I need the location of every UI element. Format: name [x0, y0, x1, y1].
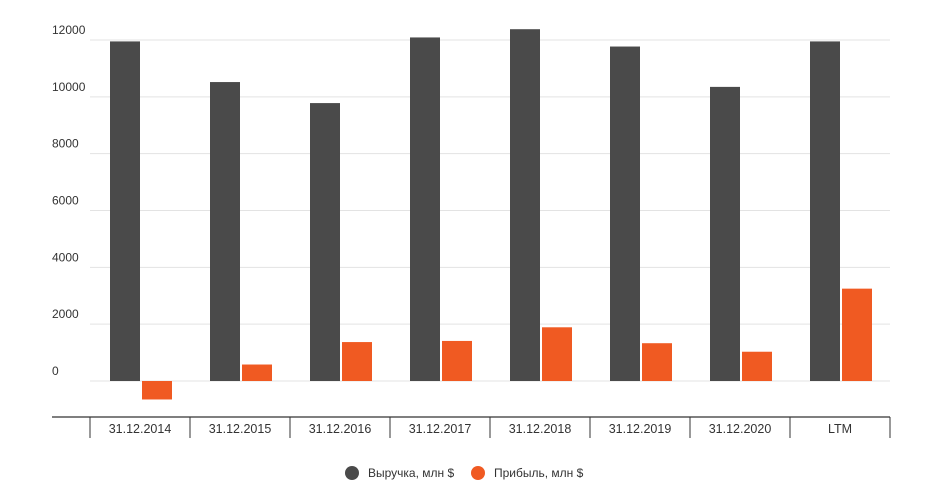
y-tick-label: 4000 [52, 250, 79, 264]
legend-label-revenue: Выручка, млн $ [368, 466, 454, 480]
bar-revenue [710, 86, 740, 381]
bar-profit [242, 364, 272, 381]
bar-profit [742, 351, 772, 381]
bar-revenue [310, 103, 340, 382]
bar-revenue [110, 41, 140, 381]
bar-revenue [510, 29, 540, 382]
legend-label-profit: Прибыль, млн $ [494, 466, 584, 480]
y-tick-label: 6000 [52, 194, 79, 208]
y-tick-label: 0 [52, 364, 59, 378]
bar-profit [842, 288, 872, 381]
legend: Выручка, млн $ Прибыль, млн $ [345, 466, 584, 480]
x-axis: 31.12.2014 31.12.2015 31.12.2016 31.12.2017… [52, 416, 891, 438]
x-tick-label: 31.12.2020 [709, 422, 772, 436]
bar-profit [642, 343, 672, 381]
bar-profit [342, 342, 372, 381]
bars [110, 29, 872, 400]
bar-revenue [210, 82, 240, 381]
bar-profit [142, 381, 172, 400]
x-tick-label: 31.12.2014 [109, 422, 172, 436]
x-tick-label: 31.12.2019 [609, 422, 672, 436]
x-tick-label: 31.12.2017 [409, 422, 472, 436]
y-tick-label: 10000 [52, 80, 86, 94]
y-tick-label: 8000 [52, 137, 79, 151]
bar-profit [542, 327, 572, 381]
x-tick-label: 31.12.2015 [209, 422, 272, 436]
bar-revenue [610, 46, 640, 382]
bar-profit [442, 340, 472, 381]
y-tick-label: 2000 [52, 307, 79, 321]
y-axis-ticks: 0 2000 4000 6000 8000 10000 12000 [52, 23, 86, 378]
x-tick-label: 31.12.2016 [309, 422, 372, 436]
x-tick-label: 31.12.2018 [509, 422, 572, 436]
bar-revenue [810, 41, 840, 381]
legend-marker-profit [471, 466, 485, 480]
legend-marker-revenue [345, 466, 359, 480]
bar-revenue [410, 37, 440, 381]
y-tick-label: 12000 [52, 23, 86, 37]
x-tick-label: LTM [828, 422, 852, 436]
